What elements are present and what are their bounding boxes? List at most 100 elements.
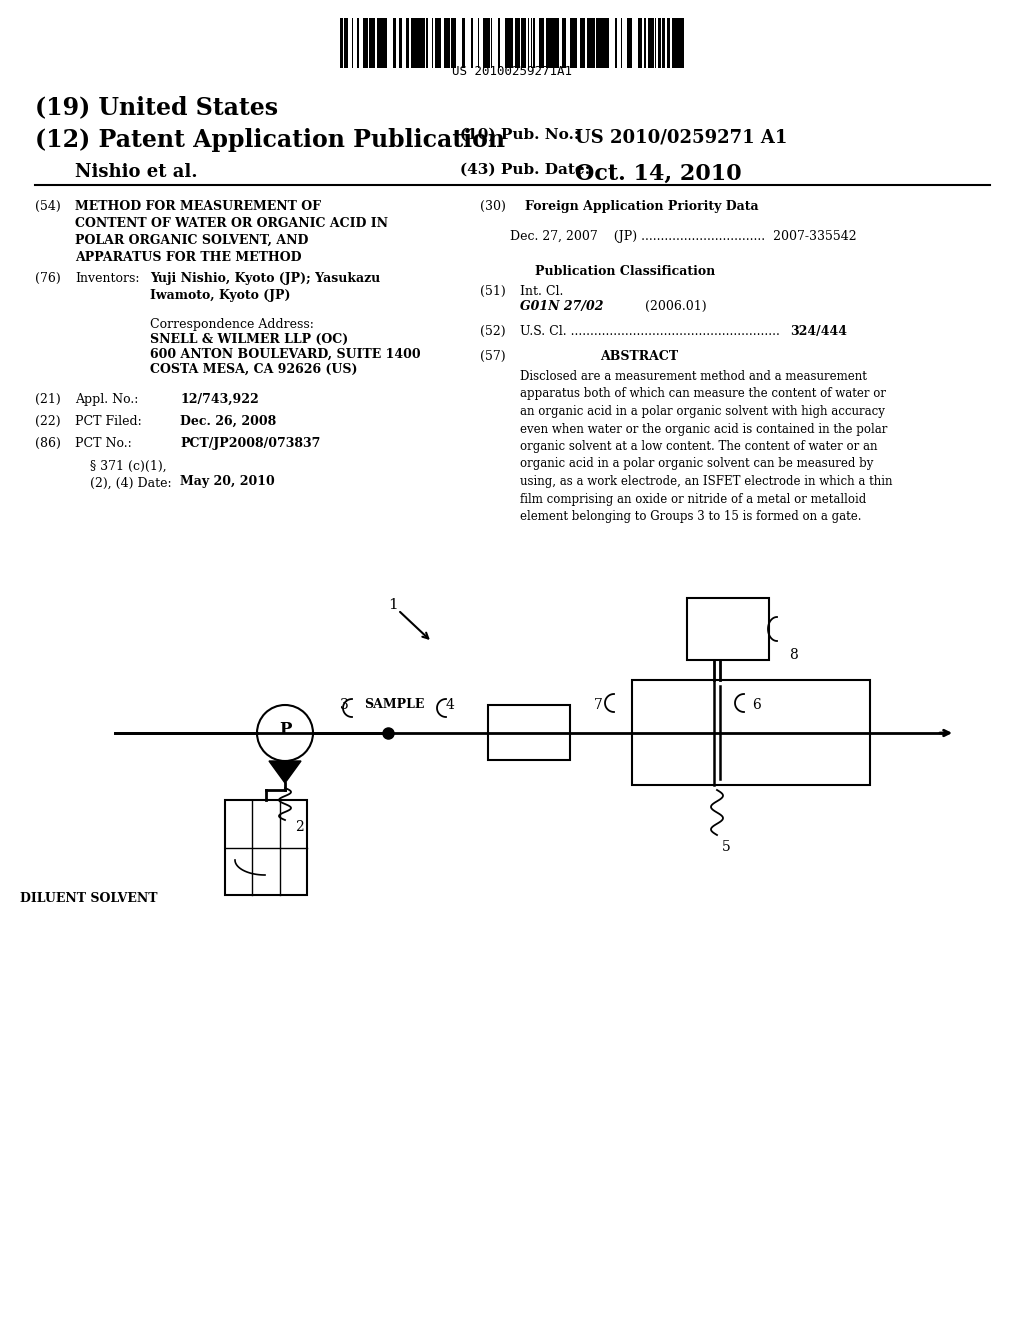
- Text: Dec. 27, 2007    (JP) ................................  2007-335542: Dec. 27, 2007 (JP) .....................…: [510, 230, 857, 243]
- Text: (76): (76): [35, 272, 60, 285]
- Text: (10) Pub. No.:: (10) Pub. No.:: [460, 128, 580, 143]
- Text: 1: 1: [388, 598, 397, 612]
- Text: SAMPLE: SAMPLE: [364, 698, 424, 711]
- Bar: [546, 18, 550, 69]
- Text: Int. Cl.: Int. Cl.: [520, 285, 563, 298]
- Text: Foreign Application Priority Data: Foreign Application Priority Data: [525, 201, 759, 213]
- Polygon shape: [269, 762, 301, 783]
- Text: (21): (21): [35, 393, 60, 407]
- Bar: [345, 18, 347, 69]
- Bar: [413, 18, 416, 69]
- Bar: [556, 18, 558, 69]
- Text: METHOD FOR MEASUREMENT OF
CONTENT OF WATER OR ORGANIC ACID IN
POLAR ORGANIC SOLV: METHOD FOR MEASUREMENT OF CONTENT OF WAT…: [75, 201, 388, 264]
- Text: (57): (57): [480, 350, 506, 363]
- Bar: [420, 18, 423, 69]
- Bar: [602, 18, 604, 69]
- Text: (22): (22): [35, 414, 60, 428]
- Bar: [534, 18, 535, 69]
- Text: 7: 7: [594, 698, 603, 711]
- Bar: [516, 18, 520, 69]
- Bar: [411, 18, 413, 69]
- Text: Appl. No.:: Appl. No.:: [75, 393, 138, 407]
- Bar: [628, 18, 630, 69]
- Bar: [364, 18, 368, 69]
- Bar: [521, 18, 523, 69]
- Text: (52): (52): [480, 325, 506, 338]
- Bar: [462, 18, 464, 69]
- Text: Oct. 14, 2010: Oct. 14, 2010: [575, 162, 741, 185]
- Text: Yuji Nishio, Kyoto (JP); Yasukazu
Iwamoto, Kyoto (JP): Yuji Nishio, Kyoto (JP); Yasukazu Iwamot…: [150, 272, 380, 302]
- Text: 4: 4: [446, 698, 455, 711]
- Bar: [385, 18, 387, 69]
- Bar: [523, 18, 526, 69]
- Text: (51): (51): [480, 285, 506, 298]
- Text: US 2010/0259271 A1: US 2010/0259271 A1: [575, 128, 787, 147]
- Bar: [658, 18, 662, 69]
- Text: PCT No.:: PCT No.:: [75, 437, 132, 450]
- Text: § 371 (c)(1),
(2), (4) Date:: § 371 (c)(1), (2), (4) Date:: [90, 459, 172, 490]
- Text: COSTA MESA, CA 92626 (US): COSTA MESA, CA 92626 (US): [150, 363, 357, 376]
- Bar: [674, 18, 678, 69]
- Bar: [596, 18, 599, 69]
- Bar: [406, 18, 409, 69]
- Text: 12/743,922: 12/743,922: [180, 393, 259, 407]
- Bar: [417, 18, 420, 69]
- Bar: [540, 18, 542, 69]
- Bar: [369, 18, 371, 69]
- Bar: [639, 18, 642, 69]
- Bar: [632, 680, 870, 785]
- Bar: [377, 18, 381, 69]
- Bar: [604, 18, 607, 69]
- Bar: [400, 18, 402, 69]
- Text: Correspondence Address:: Correspondence Address:: [150, 318, 314, 331]
- Bar: [648, 18, 652, 69]
- Text: Nishio et al.: Nishio et al.: [75, 162, 198, 181]
- Bar: [593, 18, 595, 69]
- Bar: [447, 18, 450, 69]
- Text: US 20100259271A1: US 20100259271A1: [452, 65, 572, 78]
- Bar: [471, 18, 473, 69]
- Bar: [587, 18, 589, 69]
- Text: 8: 8: [790, 648, 798, 663]
- Text: PCT/JP2008/073837: PCT/JP2008/073837: [180, 437, 321, 450]
- Bar: [505, 18, 509, 69]
- Text: (19) United States: (19) United States: [35, 95, 279, 119]
- Bar: [590, 18, 593, 69]
- Text: (12) Patent Application Publication: (12) Patent Application Publication: [35, 128, 505, 152]
- Bar: [439, 18, 441, 69]
- Bar: [680, 18, 684, 69]
- Bar: [562, 18, 566, 69]
- Text: (86): (86): [35, 437, 60, 450]
- Bar: [498, 18, 500, 69]
- Text: 324/444: 324/444: [790, 325, 847, 338]
- Bar: [550, 18, 553, 69]
- Text: DILUENT SOLVENT: DILUENT SOLVENT: [20, 892, 158, 906]
- Bar: [487, 18, 489, 69]
- Text: SNELL & WILMER LLP (OC): SNELL & WILMER LLP (OC): [150, 333, 348, 346]
- Bar: [630, 18, 632, 69]
- Text: 600 ANTON BOULEVARD, SUITE 1400: 600 ANTON BOULEVARD, SUITE 1400: [150, 348, 421, 360]
- Bar: [435, 18, 439, 69]
- Bar: [341, 18, 343, 69]
- Bar: [687, 598, 769, 660]
- Bar: [542, 18, 544, 69]
- Text: May 20, 2010: May 20, 2010: [180, 475, 274, 488]
- Bar: [452, 18, 455, 69]
- Text: (30): (30): [480, 201, 506, 213]
- Text: G01N 27/02: G01N 27/02: [520, 300, 603, 313]
- Text: (54): (54): [35, 201, 60, 213]
- Bar: [381, 18, 385, 69]
- Bar: [510, 18, 513, 69]
- Bar: [607, 18, 609, 69]
- Text: U.S. Cl. ......................................................: U.S. Cl. ...............................…: [520, 325, 780, 338]
- Bar: [581, 18, 585, 69]
- Text: (2006.01): (2006.01): [645, 300, 707, 313]
- Text: P: P: [279, 722, 291, 738]
- Text: ABSTRACT: ABSTRACT: [600, 350, 678, 363]
- Text: Publication Classification: Publication Classification: [535, 265, 715, 279]
- Bar: [483, 18, 485, 69]
- Bar: [423, 18, 425, 69]
- Text: PCT Filed:: PCT Filed:: [75, 414, 141, 428]
- Bar: [225, 800, 307, 895]
- Text: Dec. 26, 2008: Dec. 26, 2008: [180, 414, 276, 428]
